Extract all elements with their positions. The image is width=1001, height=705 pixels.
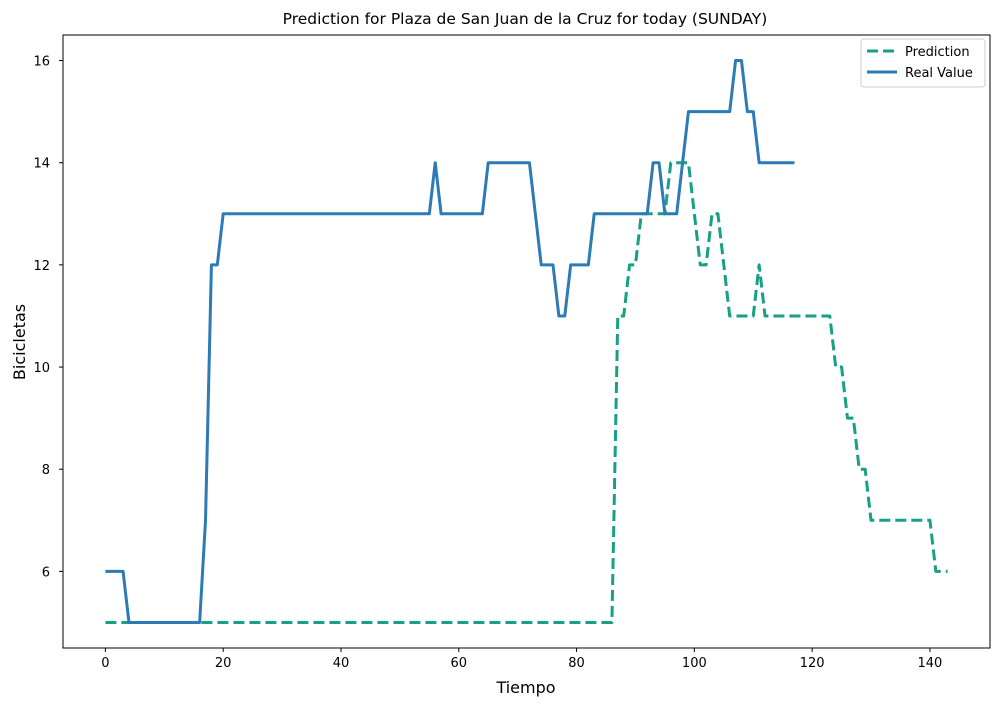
y-tick-label: 14 xyxy=(33,157,50,172)
series-layer xyxy=(105,59,948,624)
x-axis-title: Tiempo xyxy=(495,678,555,697)
legend: Prediction Real Value xyxy=(860,38,986,88)
x-tick-label: 140 xyxy=(918,656,943,671)
y-tick-label: 16 xyxy=(33,55,50,70)
series-line-prediction xyxy=(105,161,948,624)
legend-label-prediction: Prediction xyxy=(905,45,970,60)
chart-title: Prediction for Plaza de San Juan de la C… xyxy=(283,10,768,28)
y-tick-label: 8 xyxy=(42,463,50,478)
x-tick-label: 100 xyxy=(682,656,707,671)
legend-label-real-value: Real Value xyxy=(905,66,973,81)
x-tick-label: 0 xyxy=(101,656,109,671)
x-axis: 0 20 40 60 80 100 120 140 xyxy=(101,648,942,671)
x-tick-label: 120 xyxy=(800,656,825,671)
y-tick-label: 10 xyxy=(33,361,50,376)
x-tick-label: 20 xyxy=(215,656,232,671)
plot-area xyxy=(62,34,991,649)
x-tick-label: 40 xyxy=(333,656,350,671)
y-axis: 6 8 10 12 14 16 xyxy=(33,55,63,580)
y-axis-title: Bicicletas xyxy=(10,304,29,380)
x-tick-label: 80 xyxy=(568,656,585,671)
x-tick-label: 60 xyxy=(450,656,467,671)
y-tick-label: 6 xyxy=(42,565,50,580)
y-tick-label: 12 xyxy=(33,259,50,274)
series-line-real-value xyxy=(105,59,795,624)
